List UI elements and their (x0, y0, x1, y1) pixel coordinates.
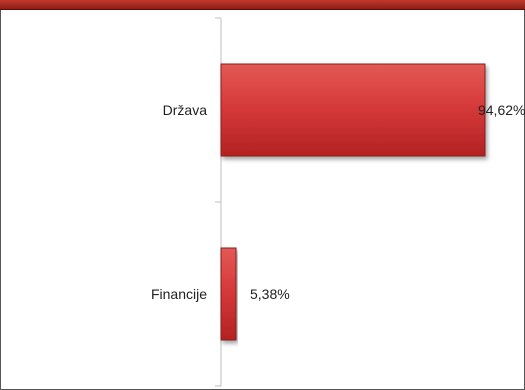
bar-2 (220, 247, 237, 341)
header-bar (0, 0, 525, 10)
category-label: Država (163, 102, 208, 118)
category-label: Financije (151, 286, 207, 302)
data-label: 5,38% (250, 286, 290, 302)
data-label: 94,62% (478, 102, 525, 118)
bar-1 (220, 63, 486, 157)
